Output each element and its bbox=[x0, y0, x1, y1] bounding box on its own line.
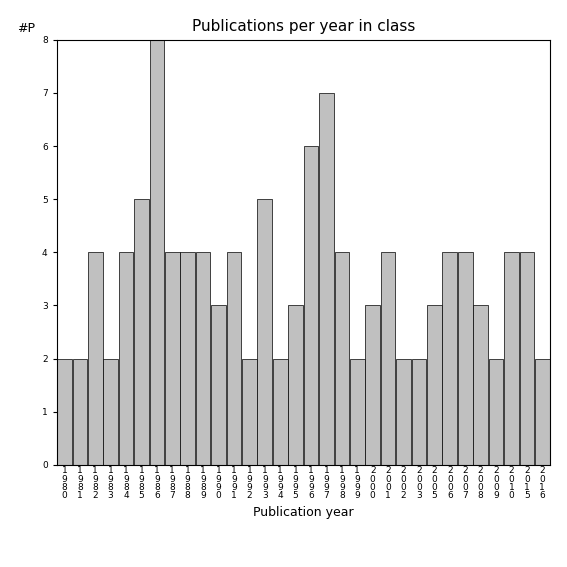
Text: #P: #P bbox=[17, 23, 35, 35]
Bar bbox=[458, 252, 472, 465]
Bar bbox=[304, 146, 319, 465]
Bar bbox=[396, 358, 411, 465]
Bar bbox=[73, 358, 87, 465]
Bar bbox=[519, 252, 534, 465]
Bar bbox=[180, 252, 195, 465]
Bar bbox=[288, 306, 303, 465]
Bar bbox=[473, 306, 488, 465]
Bar bbox=[535, 358, 549, 465]
Bar bbox=[196, 252, 210, 465]
Bar bbox=[134, 199, 149, 465]
Bar bbox=[412, 358, 426, 465]
Bar bbox=[103, 358, 118, 465]
Bar bbox=[335, 252, 349, 465]
Bar bbox=[88, 252, 103, 465]
Bar bbox=[242, 358, 257, 465]
Bar bbox=[442, 252, 457, 465]
Bar bbox=[350, 358, 365, 465]
Bar bbox=[504, 252, 519, 465]
Bar bbox=[365, 306, 380, 465]
Bar bbox=[165, 252, 180, 465]
Bar bbox=[150, 40, 164, 465]
Bar bbox=[119, 252, 133, 465]
X-axis label: Publication year: Publication year bbox=[253, 506, 354, 519]
Title: Publications per year in class: Publications per year in class bbox=[192, 19, 415, 35]
Bar bbox=[211, 306, 226, 465]
Bar bbox=[57, 358, 72, 465]
Bar bbox=[257, 199, 272, 465]
Bar bbox=[381, 252, 395, 465]
Bar bbox=[227, 252, 242, 465]
Bar bbox=[489, 358, 503, 465]
Bar bbox=[319, 93, 334, 465]
Bar bbox=[427, 306, 442, 465]
Bar bbox=[273, 358, 287, 465]
